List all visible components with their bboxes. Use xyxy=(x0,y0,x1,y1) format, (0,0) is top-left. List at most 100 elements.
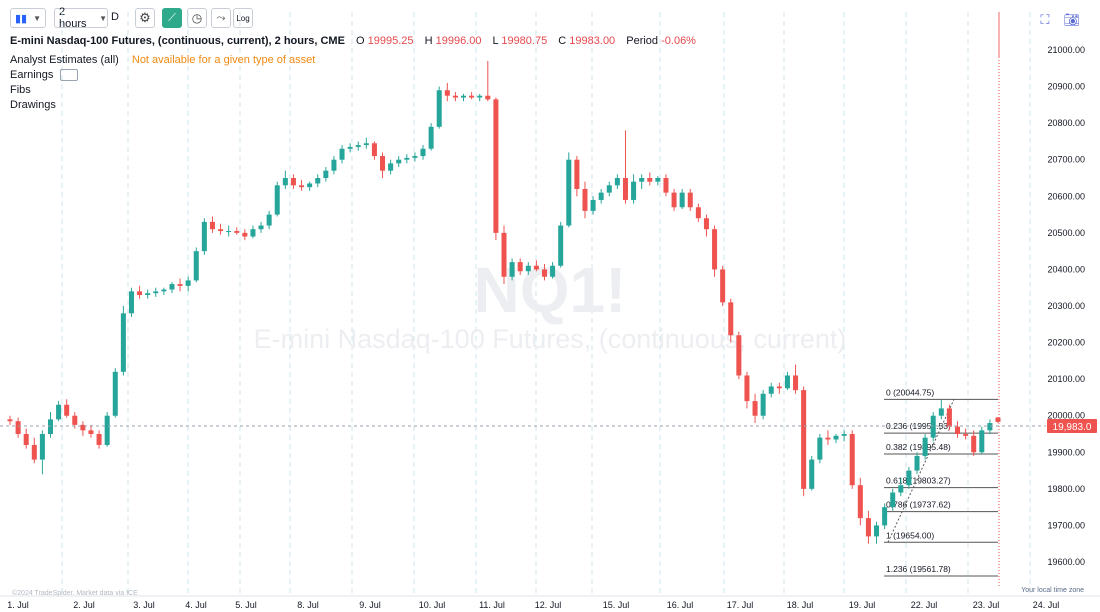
price-tick-label: 19700.00 xyxy=(1047,520,1085,530)
candle-body xyxy=(954,426,961,434)
fibs-label[interactable]: Fibs xyxy=(10,84,31,96)
drawings-label[interactable]: Drawings xyxy=(10,99,56,111)
candle-body xyxy=(153,291,159,294)
candle-body xyxy=(946,408,952,427)
open-value: 19995.25 xyxy=(367,35,414,47)
price-tick-label: 20500.00 xyxy=(1047,228,1085,238)
candle-body xyxy=(15,421,21,434)
settings-button[interactable]: ⚙ xyxy=(135,8,155,28)
price-tick-label: 20900.00 xyxy=(1047,82,1085,92)
daily-button[interactable]: D xyxy=(111,11,119,23)
candle-body xyxy=(517,262,523,272)
candle-body xyxy=(938,408,944,416)
price-tick-label: 20100.00 xyxy=(1047,374,1085,384)
time-tick-label: 18. Jul xyxy=(787,600,814,610)
candle-body xyxy=(137,291,143,296)
candle-body xyxy=(784,375,790,389)
candle-body xyxy=(477,95,483,98)
day-separators xyxy=(61,12,1031,596)
candle-body xyxy=(857,485,863,519)
fib-tool-button[interactable]: ⟋ xyxy=(162,8,182,28)
candle-body xyxy=(501,232,507,277)
corner-icons: ⛶ 📷︎ xyxy=(1040,12,1080,28)
candle-body xyxy=(193,251,199,281)
candle-body xyxy=(331,159,337,171)
high-value: 19996.00 xyxy=(435,35,482,47)
candle-body xyxy=(485,95,491,100)
candle-body xyxy=(922,437,928,456)
candle-body xyxy=(274,185,280,215)
price-tick-label: 19600.00 xyxy=(1047,557,1085,567)
candles xyxy=(7,60,1001,544)
candle-body xyxy=(728,302,734,336)
candle-body xyxy=(299,185,305,188)
candle-body xyxy=(833,435,839,440)
candle-body xyxy=(898,485,904,493)
price-tick-label: 20600.00 xyxy=(1047,191,1085,201)
candle-body xyxy=(720,269,726,303)
clock-button[interactable]: ◷ xyxy=(187,8,207,28)
time-tick-label: 8. Jul xyxy=(297,600,319,610)
candle-body xyxy=(533,265,539,270)
price-tick-label: 20400.00 xyxy=(1047,264,1085,274)
candle-body xyxy=(347,146,353,149)
compare-icon: ⤳ xyxy=(216,11,226,24)
candle-body xyxy=(226,231,232,233)
candle-body xyxy=(428,126,434,149)
candle-body xyxy=(371,143,377,157)
log-scale-button[interactable]: Log xyxy=(233,8,253,28)
analyst-estimates-label[interactable]: Analyst Estimates (all) xyxy=(10,54,119,66)
close-value: 19983.00 xyxy=(569,35,616,47)
candle-body xyxy=(574,159,580,189)
chart-type-button[interactable]: ▮▮ ▼ xyxy=(10,8,46,28)
time-tick-label: 11. Jul xyxy=(479,600,505,610)
candle-body xyxy=(695,207,701,219)
time-tick-label: 22. Jul xyxy=(911,600,938,610)
candle-body xyxy=(242,232,248,237)
candle-body xyxy=(622,178,628,200)
candle-body xyxy=(793,375,799,391)
candle-body xyxy=(882,507,888,526)
eye-icon[interactable] xyxy=(60,69,79,82)
candle-body xyxy=(39,434,45,460)
price-axis: 21000.00 20900.00 20800.00 20700.00 20600.00… xyxy=(1047,45,1085,567)
earnings-label[interactable]: Earnings xyxy=(10,69,54,81)
time-axis: 1. Jul 2. Jul 3. Jul 4. Jul 5. Jul 8. Jul 9. J… xyxy=(7,600,1059,610)
fullscreen-icon[interactable]: ⛶ xyxy=(1040,12,1050,27)
candle-body xyxy=(963,434,969,436)
time-tick-label: 4. Jul xyxy=(185,600,207,610)
candle-body xyxy=(323,170,329,178)
candle-body xyxy=(120,313,126,372)
candle-body xyxy=(380,156,386,171)
candle-body xyxy=(631,181,637,200)
timezone-label: Your local time zone xyxy=(1021,587,1084,594)
gear-icon: ⚙ xyxy=(139,10,151,25)
period-value: -0.06% xyxy=(661,35,696,47)
candle-body xyxy=(161,289,167,292)
candle-body xyxy=(460,95,467,98)
candle-body xyxy=(315,178,321,184)
candle-body xyxy=(201,221,207,252)
candle-body xyxy=(420,148,426,157)
candle-body xyxy=(218,229,224,232)
candles-icon: ▮▮ xyxy=(14,12,28,25)
candle-body xyxy=(177,284,183,286)
candle-body xyxy=(96,434,102,445)
candle-body xyxy=(979,430,985,453)
time-tick-label: 9. Jul xyxy=(359,600,381,610)
candle-body xyxy=(509,262,515,277)
interval-select[interactable]: 2 hours▼ xyxy=(54,6,108,30)
candle-body xyxy=(145,293,151,296)
compare-button[interactable]: ⤳ xyxy=(211,8,231,28)
candle-body xyxy=(914,455,920,471)
last-price-label: 19,983.0 xyxy=(1053,422,1092,433)
time-tick-label: 19. Jul xyxy=(849,600,876,610)
candle-body xyxy=(582,188,588,211)
camera-icon[interactable]: 📷︎ xyxy=(1063,12,1080,27)
chevron-down-icon: ▼ xyxy=(99,13,107,23)
candle-body xyxy=(169,284,175,290)
candle-body xyxy=(598,192,604,200)
fib-level-label: 1.236 (19561.78) xyxy=(886,564,951,574)
candle-body xyxy=(776,386,782,389)
